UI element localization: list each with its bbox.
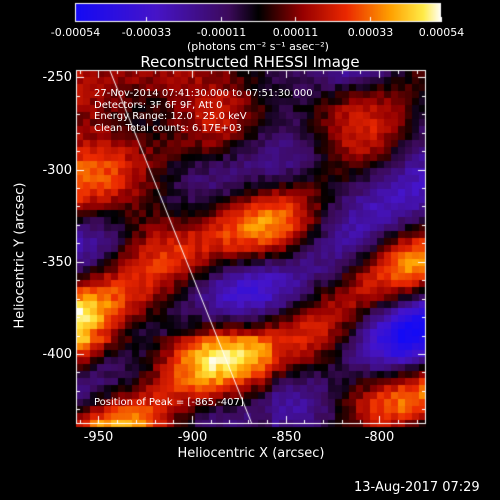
colorbar-tick-label: 0.00011 [272,26,319,39]
x-tick-label: -950 [83,430,114,445]
peak-position-label: Position of Peak = [-865,-407] [94,397,244,408]
observation-info: 27-Nov-2014 07:41:30.000 to 07:51:30.000… [94,88,313,134]
y-tick-label: -300 [42,162,72,178]
colorbar-tick-label: 0.00033 [347,26,394,39]
x-tick-label: -900 [177,430,208,445]
colorbar-tick-label: -0.00054 [50,26,101,39]
y-tick-label: -400 [42,346,72,362]
info-time-range: 27-Nov-2014 07:41:30.000 to 07:51:30.000 [94,88,313,99]
colorbar-unit-label: (photons cm⁻² s⁻¹ asec⁻²) [187,40,329,53]
info-detectors: Detectors: 3F 6F 9F, Att 0 [94,99,223,111]
timestamp: 13-Aug-2017 07:29 [354,480,480,495]
y-axis-label: Heliocentric Y (arcsec) [12,182,28,329]
info-energy-range: Energy Range: 12.0 - 25.0 keV [94,111,247,122]
y-tick-label: -350 [42,254,72,270]
info-total-counts: Clean Total counts: 6.17E+03 [94,122,242,134]
y-tick-label: -250 [42,69,72,85]
colorbar-tick-label: -0.00033 [121,26,172,39]
colorbar-tick-label: 0.00054 [418,26,465,39]
x-tick-label: -800 [364,430,395,445]
x-axis-label: Heliocentric X (arcsec) [177,446,325,461]
plot-title: Reconstructed RHESSI Image [140,53,360,71]
x-tick-label: -850 [271,430,302,445]
colorbar-tick-label: -0.00011 [196,26,247,39]
